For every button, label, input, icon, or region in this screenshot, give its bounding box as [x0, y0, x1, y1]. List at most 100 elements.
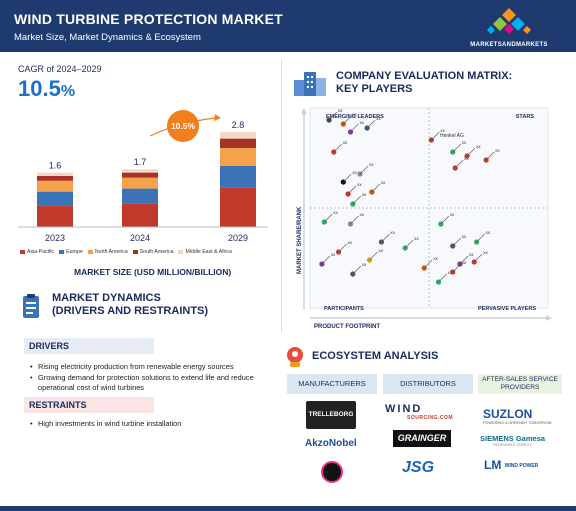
quadrant-stars: STARS: [516, 114, 535, 120]
windsourcing-main: WIND: [385, 403, 423, 415]
company-label: xx: [483, 250, 488, 255]
growth-arrow-head: [214, 114, 221, 121]
company-label: xx: [469, 252, 474, 257]
cagr-number: 10.5: [18, 76, 61, 101]
siemens-gamesa-logo: SIEMENS Gamesa RENEWABLE ENERGY: [480, 434, 545, 447]
legend-label: Europe: [66, 249, 83, 255]
company-leader-line: [452, 237, 462, 247]
company-label: xx: [359, 212, 364, 217]
brand-logo[interactable]: MARKETSANDMARKETS: [464, 6, 554, 48]
company-leader-line: [431, 131, 440, 141]
bar-segment: [220, 148, 256, 166]
company-label: xx: [352, 112, 357, 117]
bar-segment: [37, 172, 73, 176]
company-label: xx: [462, 140, 467, 145]
company-label: xx: [440, 128, 445, 133]
company-leader-line: [454, 159, 464, 169]
matrix-title-line2: KEY PLAYERS: [336, 83, 413, 95]
bar-total-label: 2.8: [232, 120, 245, 130]
dynamics-title: MARKET DYNAMICS (DRIVERS AND RESTRAINTS): [52, 292, 208, 318]
matrix-x-label: PRODUCT FOOTPRINT: [314, 324, 380, 330]
quadrant-emerging-leaders: EMERGING LEADERS: [326, 114, 384, 120]
quadrant-participants: PARTICIPANTS: [324, 306, 364, 312]
bar-segment: [122, 177, 158, 189]
brand-name: MARKETSANDMARKETS: [470, 42, 548, 48]
legend-label: Middle East & Africa: [185, 249, 232, 255]
manufacturers-header: MANUFACTURERS: [287, 374, 377, 394]
company-leader-line: [452, 143, 462, 153]
matrix-title: COMPANY EVALUATION MATRIX: KEY PLAYERS: [336, 70, 512, 96]
service-providers-header: AFTER-SALES SERVICE PROVIDERS: [478, 374, 562, 394]
distributors-header: DISTRIBUTORS: [383, 374, 473, 394]
bar-segment: [220, 131, 256, 139]
bar-segment: [37, 205, 73, 227]
driver-item: Growing demand for protection solutions …: [30, 373, 270, 393]
named-company-label: Henkel AG: [440, 133, 464, 139]
company-leader-line: [424, 259, 433, 269]
company-leader-line: [338, 243, 347, 253]
page-title: WIND TURBINE PROTECTION MARKET: [14, 11, 283, 27]
lm-wind-power-logo: LM WIND POWER: [484, 458, 538, 472]
cagr-label: CAGR of 2024–2029: [18, 64, 102, 74]
legend-swatch: [132, 250, 138, 254]
lm-tagline: WIND POWER: [504, 462, 539, 469]
market-size-chart: 1.6 2023 1.7 2024 2.8 2029 10.5%: [18, 110, 268, 243]
bar-total-label: 1.7: [134, 157, 147, 167]
driver-item: Rising electricity production from renew…: [30, 362, 270, 372]
company-leader-line: [359, 165, 369, 175]
suzlon-tagline: POWERING A GREENER TOMORROW: [483, 421, 552, 425]
company-label: xx: [486, 230, 491, 235]
buildings-icon: [294, 72, 326, 96]
bar-total-label: 1.6: [49, 161, 62, 171]
ecosystem-icon: [287, 347, 303, 367]
company-label: xx: [462, 234, 467, 239]
company-leader-line: [324, 213, 333, 223]
bar-segment: [122, 203, 158, 227]
company-leader-line: [347, 185, 357, 195]
company-leader-line: [343, 173, 352, 183]
legend-item: Europe: [59, 249, 83, 255]
company-leader-line: [404, 239, 414, 249]
legend-swatch: [20, 250, 25, 254]
legend-swatch: [59, 250, 65, 254]
company-label: xx: [390, 230, 395, 235]
company-leader-line: [352, 195, 362, 205]
company-leader-line: [440, 215, 450, 225]
company-label: xx: [362, 192, 367, 197]
bar-segment: [122, 169, 158, 173]
growth-badge: [167, 110, 199, 142]
company-label: xx: [376, 116, 381, 121]
company-leader-line: [459, 255, 469, 265]
legend-item: North America: [87, 249, 128, 255]
company-label: xx: [414, 236, 419, 241]
chart-caption: MARKET SIZE (USD MILLION/BILLION): [74, 267, 232, 277]
drivers-list: Rising electricity production from renew…: [30, 362, 270, 394]
drivers-header: DRIVERS: [24, 338, 154, 354]
company-label: xx: [331, 252, 336, 257]
bar-segment: [220, 138, 256, 149]
trelleborg-logo: TRELLEBORG: [306, 401, 356, 429]
company-leader-line: [369, 251, 378, 261]
matrix-title-line1: COMPANY EVALUATION MATRIX:: [336, 70, 513, 82]
akzonobel-logo: AkzoNobel: [305, 438, 357, 449]
x-tick-label: 2029: [228, 233, 248, 243]
company-leader-line: [381, 233, 390, 243]
dynamics-title-line2: (DRIVERS AND RESTRAINTS): [52, 305, 209, 317]
x-axis-arrowhead: [546, 315, 552, 321]
company-leader-line: [452, 263, 462, 273]
lm-main: LM: [484, 458, 502, 472]
company-label: xx: [343, 140, 348, 145]
bottom-bar: [0, 506, 576, 511]
bar-segment: [220, 187, 256, 227]
suzlon-logo: SUZLON POWERING A GREENER TOMORROW: [483, 407, 551, 425]
legend-swatch: [178, 250, 184, 254]
company-label: xx: [362, 262, 367, 267]
cagr-value: 10.5%: [18, 76, 75, 102]
company-label: xx: [448, 270, 453, 275]
company-label: xx: [476, 144, 481, 149]
company-leader-line: [352, 265, 362, 275]
restraints-list: High investments in wind turbine install…: [30, 419, 270, 430]
company-label: xx: [462, 260, 467, 265]
restraints-header: RESTRAINTS: [24, 397, 154, 413]
quadrant-pervasive-players: PERVASIVE PLAYERS: [478, 306, 536, 312]
